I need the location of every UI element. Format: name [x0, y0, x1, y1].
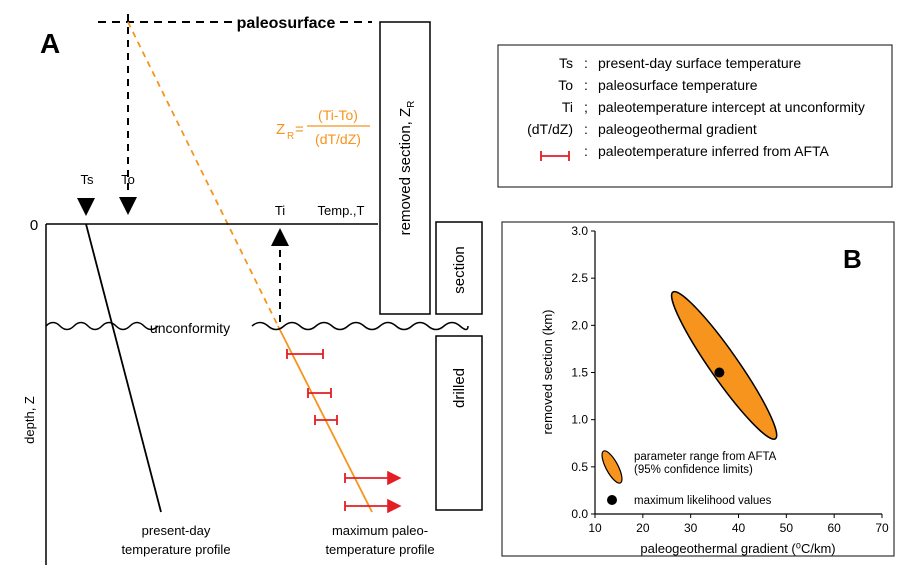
paleosurface-label: paleosurface	[237, 15, 336, 32]
legend-range-line1: parameter range from AFTA	[634, 451, 777, 463]
drilled-box	[435, 335, 483, 511]
legend-sep-3: :	[584, 121, 588, 137]
y-tick-label: 0.5	[571, 460, 588, 474]
legend-box	[497, 44, 893, 188]
ts-label: Ts	[81, 172, 95, 187]
legend-confidence-icon	[601, 450, 623, 484]
x-tick-label: 20	[636, 521, 650, 535]
panel-b: B 10 20 30 40 50 60 70 0.0 0.5 1.0 1.5 2.0 2.5 3.0 re…	[501, 221, 895, 557]
present-profile-label-1: present-day	[142, 523, 211, 538]
depth-axis-label: depth, Z	[22, 396, 37, 444]
panel-b-plot: 10 20 30 40 50 60 70 0.0 0.5 1.0 1.5 2.0 2.5 3.0	[571, 224, 889, 535]
unconformity-line-right	[251, 321, 469, 331]
ml-point	[714, 367, 725, 378]
panel-b-frame	[501, 221, 895, 557]
afta-bar-1	[286, 349, 324, 359]
removed-section-label: removed section, ZR	[397, 101, 417, 236]
y-tick-label: 3.0	[571, 224, 588, 238]
present-profile-label-2: temperature profile	[121, 542, 230, 557]
legend-red-bar-icon	[540, 151, 570, 161]
legend-text-0: present-day surface temperature	[598, 55, 801, 71]
legend: Ts: present-day surface temperature To: pal…	[497, 44, 893, 188]
x-tick-label: 30	[684, 521, 698, 535]
ts-arrowhead	[77, 198, 95, 216]
legend-sep-0: :	[584, 55, 588, 71]
afta-bar-3	[314, 415, 338, 425]
afta-range-bars	[286, 349, 402, 514]
legend-text-2: paleotemperature intercept at unconformi…	[598, 99, 865, 115]
paleo-profile-label-1: maximum paleo-	[332, 523, 428, 538]
formula-numerator: (Ti-To)	[318, 107, 358, 123]
y-tick-label: 1.0	[571, 413, 588, 427]
y-tick-label: 0.0	[571, 507, 588, 521]
to-label: To	[121, 172, 135, 187]
x-tick-label: 60	[827, 521, 841, 535]
unconformity-label: unconformity	[150, 320, 230, 336]
legend-text-3: paleogeothermal gradient	[598, 121, 757, 137]
y-tick-label: 2.5	[571, 271, 588, 285]
afta-bar-5	[344, 498, 402, 514]
ti-label: Ti	[275, 203, 285, 218]
legend-sep-1: :	[584, 77, 588, 93]
formula-zr: Z	[276, 121, 285, 138]
paleo-profile-extrapolation	[127, 21, 279, 327]
formula-zr-sub: R	[287, 131, 294, 142]
legend-ml-label: maximum likelihood values	[634, 495, 772, 507]
afta-bar-2	[307, 388, 332, 398]
legend-symbol-3: (dT/dZ)	[527, 121, 573, 137]
legend-symbol-2: Ti	[562, 99, 573, 115]
formula-equals: =	[295, 121, 304, 138]
to-arrowhead	[119, 197, 137, 215]
unconformity-line-left	[45, 321, 159, 331]
legend-text-1: paleosurface temperature	[598, 77, 758, 93]
temp-axis-label: Temp.,T	[318, 203, 365, 218]
x-tick-label: 50	[780, 521, 794, 535]
x-tick-label: 70	[875, 521, 889, 535]
legend-sep-4: :	[584, 143, 588, 159]
zr-formula: Z R = (Ti-To) (dT/dZ)	[276, 107, 370, 147]
legend-sep-2: ;	[584, 99, 588, 115]
panel-a: A paleosurface Ts To Z R = (Ti-To) (dT/d…	[22, 14, 483, 565]
y-tick-label: 1.5	[571, 366, 588, 380]
legend-symbol-0: Ts	[559, 55, 573, 71]
y-axis-title: removed section (km)	[540, 310, 555, 435]
confidence-region	[670, 290, 778, 440]
afta-bar-4	[344, 470, 402, 486]
x-axis-title: paleogeothermal gradient (⁰C/km)	[640, 541, 835, 556]
legend-range-line2: (95% confidence limits)	[634, 464, 753, 476]
paleo-profile-label-2: temperature profile	[325, 542, 434, 557]
removed-section-box	[379, 21, 431, 315]
legend-text-4: paleotemperature inferred from AFTA	[598, 143, 830, 159]
drilled-label: drilled	[451, 368, 468, 408]
panel-a-label: A	[40, 28, 60, 59]
legend-ml-icon	[607, 495, 617, 505]
present-day-profile-line	[85, 223, 162, 513]
ti-arrowhead	[271, 228, 289, 246]
legend-symbol-1: To	[558, 77, 573, 93]
section-box	[435, 221, 483, 315]
x-tick-label: 10	[588, 521, 602, 535]
paleo-profile-line	[277, 325, 373, 513]
y-tick-label: 2.0	[571, 318, 588, 332]
panel-b-label: B	[843, 244, 862, 274]
zero-label: 0	[30, 217, 38, 234]
x-tick-label: 40	[732, 521, 746, 535]
section-label: section	[451, 246, 468, 294]
formula-denominator: (dT/dZ)	[315, 131, 361, 147]
